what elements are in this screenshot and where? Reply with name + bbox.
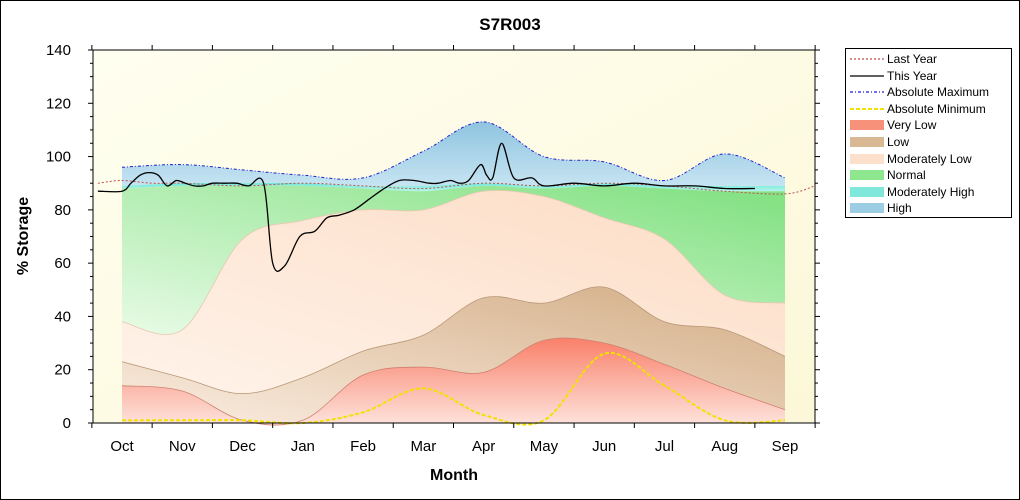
legend-swatch	[850, 186, 884, 197]
x-tick-label: Nov	[169, 438, 196, 455]
legend-item-normal: Normal	[846, 167, 1011, 183]
legend-swatch	[850, 58, 884, 60]
y-axis-title: % Storage	[15, 197, 32, 275]
series-absolute-minimum	[121, 351, 786, 426]
legend-label: Absolute Minimum	[887, 101, 986, 116]
x-tick-label: Mar	[410, 438, 436, 455]
y-tick-label: 20	[54, 362, 71, 379]
x-tick-label: Oct	[110, 438, 134, 455]
legend-item-low: Low	[846, 134, 1011, 150]
edge-low	[121, 286, 786, 395]
legend-swatch	[850, 91, 884, 93]
legend-item-this-year: This Year	[846, 68, 1011, 84]
y-tick-label: 100	[46, 149, 71, 166]
x-tick-label: Jan	[291, 438, 315, 455]
band-moderately-low	[122, 190, 785, 394]
band-low	[122, 286, 785, 426]
legend-label: This Year	[887, 68, 938, 83]
chart-title: S7R003	[479, 15, 540, 34]
range-bands	[121, 121, 786, 426]
legend-item-last-year: Last Year	[846, 51, 1011, 67]
legend-item-very-low: Very Low	[846, 117, 1011, 133]
legend-label: Last Year	[887, 52, 938, 66]
legend-label: Moderately High	[887, 184, 975, 199]
legend-swatch	[850, 107, 884, 110]
legend-item-high: High	[846, 200, 1011, 216]
legend-item-moderately-low: Moderately Low	[846, 151, 1011, 167]
x-tick-label: Sep	[772, 438, 799, 455]
x-axis-title: Month	[430, 467, 478, 484]
y-tick-label: 40	[54, 308, 71, 325]
legend-label: Very Low	[887, 118, 937, 133]
legend-swatch	[850, 203, 884, 214]
x-tick-label: Apr	[472, 438, 495, 455]
series-absolute-maximum	[121, 121, 786, 182]
series-lines	[97, 121, 816, 426]
edge-moderately-low	[121, 190, 786, 335]
legend-label: Low	[887, 135, 910, 149]
band-high	[122, 121, 785, 187]
y-tick-label: 60	[54, 255, 71, 272]
axes: 0 20 40 60 80 100 120 140 Oct Nov Dec Jan Feb Mar Apr M…	[46, 42, 820, 455]
legend-item-moderately-high: Moderately High	[846, 184, 1011, 200]
legend-swatch	[850, 153, 884, 164]
series-this-year	[97, 142, 755, 272]
legend-label: Normal	[887, 168, 926, 183]
legend-swatch	[850, 120, 884, 131]
x-tick-label: May	[530, 438, 559, 455]
y-tick-label: 140	[46, 42, 71, 59]
legend-swatch	[850, 170, 884, 181]
band-very-low	[122, 338, 785, 426]
y-tick-label: 80	[54, 202, 71, 219]
x-tick-label: Jun	[592, 438, 616, 455]
legend-swatch	[850, 74, 884, 77]
legend-label: Moderately Low	[887, 151, 972, 166]
y-tick-label: 0	[63, 415, 71, 432]
legend-item-absolute-minimum: Absolute Minimum	[846, 101, 1011, 117]
x-tick-label: Aug	[711, 438, 738, 455]
y-tick-label: 120	[46, 95, 71, 112]
legend-item-absolute-maximum: Absolute Maximum	[846, 84, 1011, 100]
legend-label: High	[887, 201, 912, 216]
legend-swatch	[850, 137, 884, 147]
x-tick-label: Jul	[655, 438, 674, 455]
legend: Last Year This Year Absolute Maximum Absolu…	[845, 48, 1012, 218]
x-tick-label: Dec	[229, 438, 256, 455]
legend-label: Absolute Maximum	[887, 85, 990, 100]
x-tick-label: Feb	[350, 438, 376, 455]
edge-very-low	[121, 337, 786, 426]
